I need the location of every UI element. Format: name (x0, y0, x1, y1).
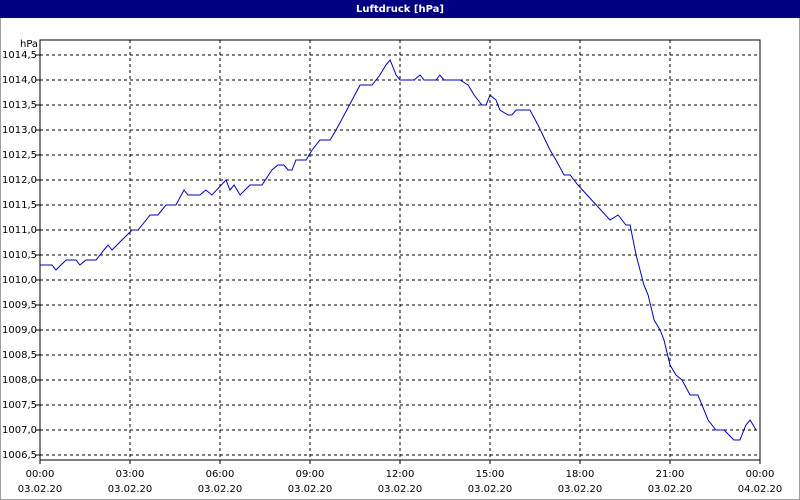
y-tick-label: 1013,5 (2, 100, 37, 111)
x-tick-label: 21:00 (656, 469, 685, 480)
x-tick-label: 12:00 (386, 469, 415, 480)
x-tick-label: 03:00 (116, 469, 145, 480)
y-tick-label: 1014,5 (2, 50, 37, 61)
x-tick-date: 03.02.20 (558, 484, 603, 495)
x-tick-date: 03.02.20 (108, 484, 153, 495)
y-tick-label: 1009,5 (2, 300, 37, 311)
x-tick-date: 04.02.20 (738, 484, 783, 495)
chart-title: Luftdruck [hPa] (356, 4, 444, 15)
x-tick-label: 18:00 (566, 469, 595, 480)
title-bar (0, 0, 800, 18)
y-unit: hPa (20, 39, 38, 50)
y-tick-label: 1012,0 (2, 175, 37, 186)
x-tick-label: 09:00 (296, 469, 325, 480)
x-tick-date: 03.02.20 (648, 484, 693, 495)
x-tick-date: 03.02.20 (288, 484, 333, 495)
y-tick-label: 1011,5 (2, 200, 37, 211)
x-tick-date: 03.02.20 (468, 484, 513, 495)
x-tick-label: 15:00 (476, 469, 505, 480)
x-tick-date: 03.02.20 (198, 484, 243, 495)
y-tick-label: 1008,0 (2, 375, 37, 386)
y-tick-label: 1009,0 (2, 325, 37, 336)
y-tick-label: 1006,5 (2, 450, 37, 461)
x-tick-date: 03.02.20 (378, 484, 423, 495)
x-tick-date: 03.02.20 (18, 484, 63, 495)
y-tick-label: 1012,5 (2, 150, 37, 161)
x-tick-label: 06:00 (206, 469, 235, 480)
y-tick-label: 1011,0 (2, 225, 37, 236)
y-tick-label: 1013,0 (2, 125, 37, 136)
y-tick-label: 1010,0 (2, 275, 37, 286)
x-tick-label: 00:00 (746, 469, 775, 480)
y-tick-label: 1007,0 (2, 425, 37, 436)
line-series (40, 59, 757, 441)
y-tick-label: 1007,5 (2, 400, 37, 411)
y-tick-label: 1008,5 (2, 350, 37, 361)
y-tick-label: 1014,0 (2, 75, 37, 86)
y-tick-label: 1010,5 (2, 250, 37, 261)
x-tick-label: 00:00 (26, 469, 55, 480)
